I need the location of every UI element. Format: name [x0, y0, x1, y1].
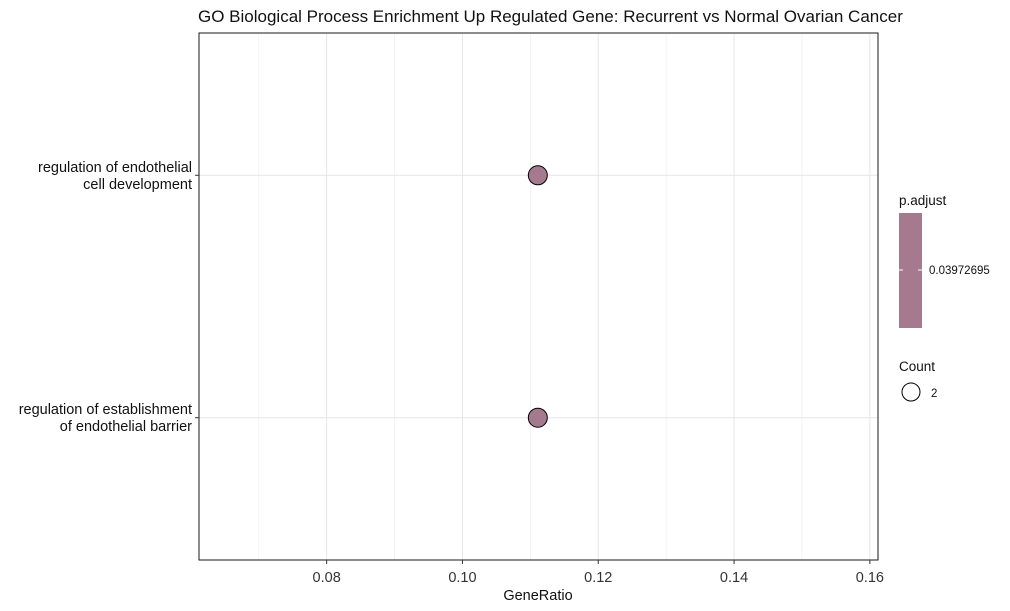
x-tick-label: 0.10: [448, 570, 476, 586]
plot-panel: [199, 33, 878, 560]
y-axis: regulation of endothelial cell developmen…: [19, 160, 199, 435]
legend: p.adjust 0.03972695 Count 2: [899, 193, 990, 402]
legend-size-key: [901, 382, 921, 402]
legend-size-title: Count: [899, 359, 935, 374]
plot-area: [198, 32, 879, 561]
x-tick-label: 0.12: [584, 570, 612, 586]
legend-color-label: 0.03972695: [929, 265, 990, 277]
data-point: [527, 165, 548, 186]
legend-color-title: p.adjust: [899, 193, 947, 208]
x-axis: 0.08 0.10 0.12 0.14 0.16: [313, 560, 884, 586]
chart-title: GO Biological Process Enrichment Up Regu…: [198, 7, 903, 26]
grid-lines: [199, 33, 878, 560]
x-tick-label: 0.08: [313, 570, 341, 586]
x-axis-label: GeneRatio: [503, 588, 572, 604]
data-points: [527, 165, 548, 428]
legend-size-label: 2: [931, 388, 937, 400]
data-point: [527, 407, 548, 428]
y-tick-label: regulation of endothelial cell developmen…: [38, 160, 192, 193]
legend-colorbar: [899, 213, 922, 328]
plot-border: [198, 32, 879, 561]
y-tick-label: regulation of establishment of endothelia…: [19, 402, 192, 435]
x-tick-label: 0.14: [720, 570, 748, 586]
x-tick-label: 0.16: [856, 570, 884, 586]
